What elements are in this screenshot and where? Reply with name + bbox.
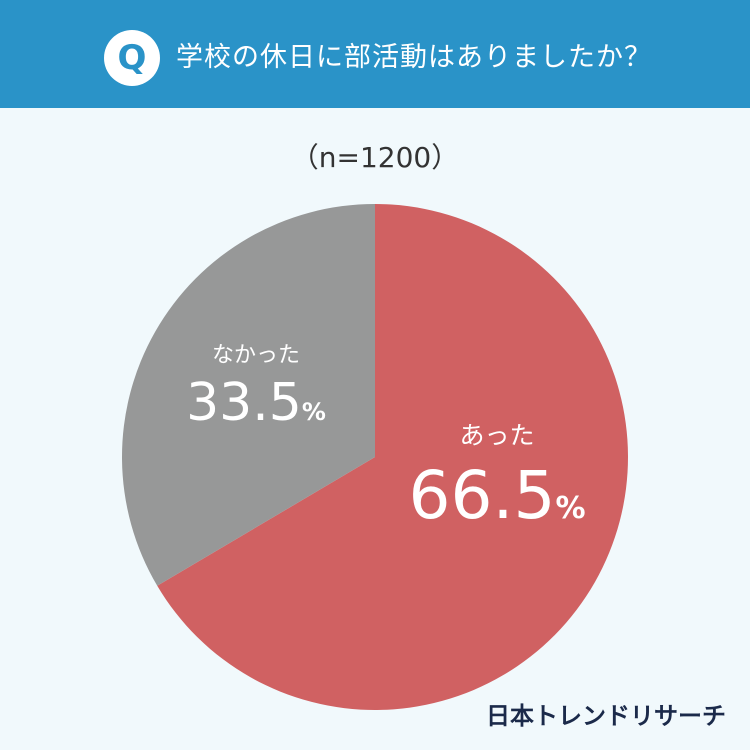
sample-size: （n=1200） [290,141,460,174]
brand-logo: 日本トレンドリサーチ [486,702,726,730]
pie-slice-1 [157,204,628,710]
pie-slice-2 [121,203,375,586]
slice-value-label: 33.5% [186,373,326,433]
question-header: Q 学校の休日に部活動はありましたか？ [0,0,750,108]
question-badge-icon: Q [104,30,160,86]
slice-category-label: なかった [212,343,300,368]
slice-value-label: 66.5% [408,457,585,534]
question-text: 学校の休日に部活動はありましたか？ [176,42,652,73]
pie-slices [121,203,628,710]
pie-labels: あった 66.5% なかった 33.5% [186,343,585,534]
slice-category-label: あった [459,421,534,450]
